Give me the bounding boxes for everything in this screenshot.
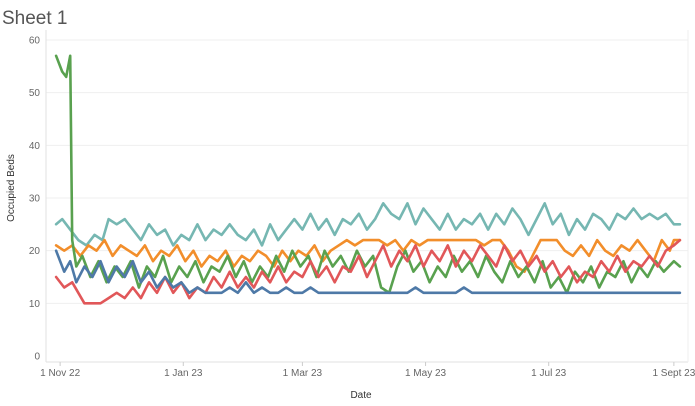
series-line-5: [54, 249, 682, 295]
y-tick-label: 20: [29, 246, 41, 257]
y-tick-label: 50: [29, 88, 41, 99]
y-tick-label: 40: [29, 141, 41, 152]
axes: Occupied Beds Date 0 10 20 30 40 50 60 1 Nov 22…: [6, 36, 695, 402]
x-tick-label: 1 Jul 23: [531, 368, 566, 379]
y-tick-label: 0: [34, 352, 40, 363]
series-line-4: [54, 238, 682, 305]
x-tick-label: 1 Mar 23: [283, 368, 323, 379]
y-tick-label: 30: [29, 194, 41, 205]
y-tick-label: 60: [29, 36, 41, 47]
series-line-1: [54, 202, 682, 247]
x-tick-label: 1 Nov 22: [40, 368, 80, 379]
x-tick-label: 1 May 23: [405, 368, 447, 379]
x-tick-label: 1 Sept 23: [652, 368, 695, 379]
gridlines: [45, 30, 689, 363]
y-axis-title: Occupied Beds: [6, 154, 17, 222]
x-axis-title: Date: [350, 390, 372, 401]
series-line-2: [54, 238, 682, 273]
x-tick-label: 1 Jan 23: [164, 368, 203, 379]
series-lines: [54, 54, 682, 305]
sheet-title: Sheet 1: [2, 8, 68, 29]
y-tick-label: 10: [29, 299, 41, 310]
